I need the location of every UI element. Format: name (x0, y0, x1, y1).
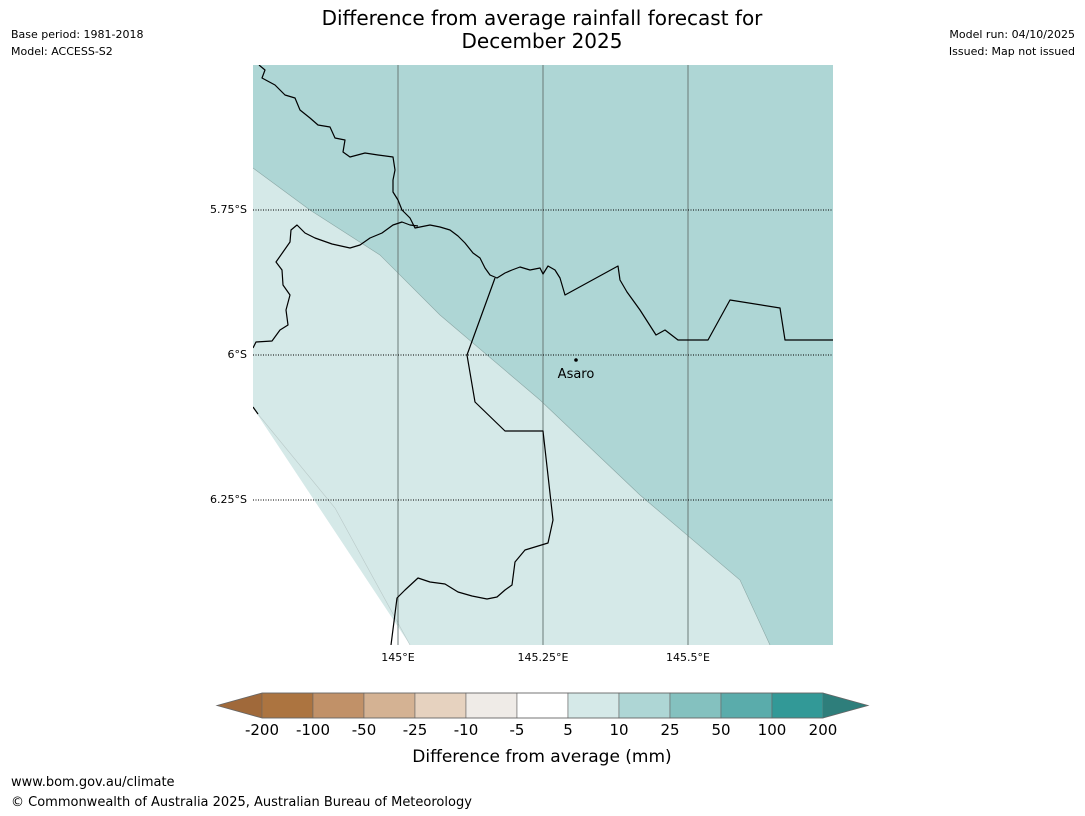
zone-outside-lower-left (253, 408, 410, 645)
model-name: Model: ACCESS-S2 (11, 45, 113, 58)
colorbar-tick-label: 100 (758, 721, 787, 739)
colorbar-tick-label: 200 (809, 721, 838, 739)
colorbar-tick-label: 5 (563, 721, 573, 739)
colorbar-tick-label: 10 (609, 721, 628, 739)
footer-copyright: © Commonwealth of Australia 2025, Austra… (11, 795, 472, 810)
province-boundary-west (253, 221, 419, 349)
colorbar-tick-label: -10 (454, 721, 479, 739)
metadata-right: Model run: 04/10/2025 Issued: Map not is… (949, 26, 1075, 60)
map-panel: Asaro (253, 65, 833, 645)
colorbar-swatch-4 (414, 692, 467, 719)
province-boundary-central (390, 277, 554, 645)
colorbar-swatch-1 (261, 692, 314, 719)
colorbar-outline (215, 692, 870, 719)
colorbar-swatch-3 (363, 692, 416, 719)
title-line-2: December 2025 (461, 29, 623, 53)
colorbar: -200 -100 -50 -25 -10 -5 5 10 25 50 100 … (215, 692, 870, 767)
colorbar-axis-label: Difference from average (mm) (412, 747, 671, 767)
asaro-label: Asaro (558, 367, 595, 382)
colorbar-low-extension (217, 693, 262, 718)
colorbar-tick-label: -200 (245, 721, 279, 739)
metadata-left: Base period: 1981-2018 Model: ACCESS-S2 (11, 26, 143, 60)
colorbar-swatch-8 (618, 692, 671, 719)
lon-label-145-25: 145.25°E (518, 651, 569, 664)
zone-boundary (253, 167, 771, 645)
lat-label-5-75: 5.75°S (210, 203, 247, 216)
province-boundary-southwest (253, 406, 259, 415)
lat-label-6-25: 6.25°S (210, 493, 247, 506)
colorbar-swatch-9 (669, 692, 722, 719)
lon-label-145: 145°E (381, 651, 414, 664)
asaro-marker (574, 358, 578, 362)
colorbar-tick-label: -25 (403, 721, 428, 739)
colorbar-tick-label: -50 (352, 721, 377, 739)
page-title: Difference from average rainfall forecas… (242, 7, 842, 53)
footer-url: www.bom.gov.au/climate (11, 775, 175, 790)
colorbar-swatch-2 (312, 692, 365, 719)
colorbar-tick-label: -5 (510, 721, 525, 739)
colorbar-swatch-10 (720, 692, 773, 719)
colorbar-tick-label: 25 (660, 721, 679, 739)
colorbar-swatch-6 (516, 692, 569, 719)
colorbar-high-extension (823, 693, 868, 718)
issued-status: Issued: Map not issued (948, 45, 1075, 58)
lon-label-145-5: 145.5°E (666, 651, 710, 664)
colorbar-swatch-7 (567, 692, 620, 719)
colorbar-tick-label: 50 (711, 721, 730, 739)
province-boundary-north (258, 65, 833, 341)
zone-boundary-lower (253, 407, 411, 645)
colorbar-swatch-5 (465, 692, 518, 719)
lat-label-6: 6°S (228, 348, 247, 361)
title-line-1: Difference from average rainfall forecas… (321, 6, 763, 30)
colorbar-tick-label: -100 (296, 721, 330, 739)
base-period: Base period: 1981-2018 (11, 28, 144, 41)
zone-5-to-10mm (253, 168, 770, 645)
colorbar-swatch-11 (771, 692, 824, 719)
model-run: Model run: 04/10/2025 (949, 28, 1075, 41)
